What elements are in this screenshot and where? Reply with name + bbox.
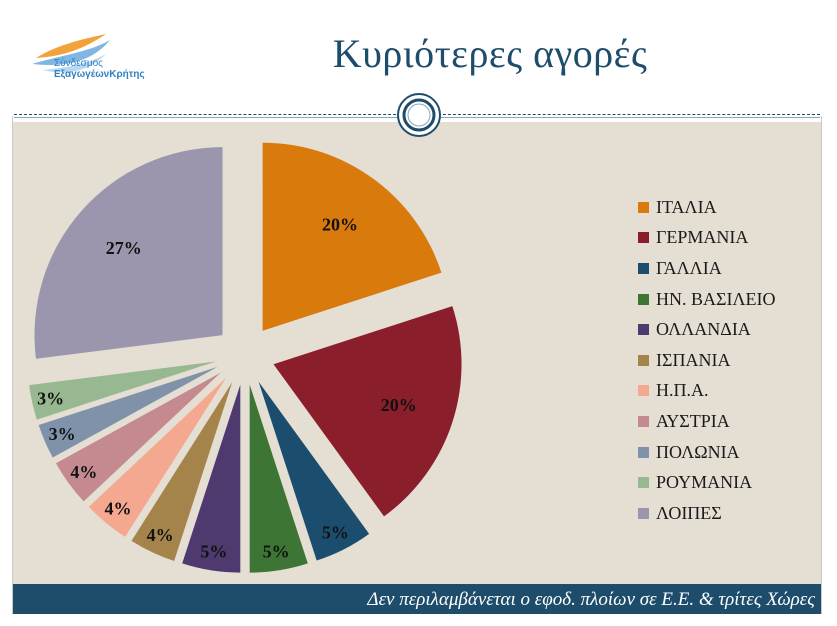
pie-slice-label: 5% (200, 542, 227, 562)
pie-slice-label: 4% (147, 525, 174, 545)
legend-item: ΙΣΠΑΝΙΑ (638, 345, 776, 376)
legend-label: ΙΣΠΑΝΙΑ (656, 349, 731, 370)
legend-item: ΡΟΥΜΑΝΙΑ (638, 467, 776, 498)
legend-item: ΠΟΛΩΝΙΑ (638, 437, 776, 468)
legend-swatch (638, 232, 649, 244)
logo-swoosh-icon (32, 34, 110, 73)
pie-slice-label: 20% (381, 395, 417, 415)
legend-item: ΛΟΙΠΕΣ (638, 498, 776, 529)
pie-slice-label: 20% (322, 214, 358, 234)
pie-slice-label: 3% (49, 424, 76, 444)
legend-label: ΛΟΙΠΕΣ (656, 502, 722, 523)
logo-text: Σύνδεσμος ΕξαγωγέωνΚρήτης (54, 58, 145, 80)
pie-slice (29, 361, 216, 420)
footer-note: Δεν περιλαμβάνεται ο εφοδ. πλοίων σε Ε.Ε… (367, 589, 815, 610)
pie-slice (273, 306, 462, 517)
legend-item: ΙΤΑΛΙΑ (638, 192, 776, 223)
legend-swatch (638, 293, 649, 305)
legend-swatch (638, 324, 649, 336)
chart-legend: ΙΤΑΛΙΑ ΓΕΡΜΑΝΙΑ ΓΑΛΛΙΑ ΗΝ. ΒΑΣΙΛΕΙΟ ΟΛΛΑΝΔΙΑ… (638, 192, 776, 529)
legend-swatch (638, 354, 649, 366)
pie-slice-label: 3% (37, 388, 64, 408)
legend-label: ΓΑΛΛΙΑ (656, 257, 722, 278)
pie-slice (38, 366, 218, 458)
pie-slice (182, 384, 241, 573)
legend-item: ΓΑΛΛΙΑ (638, 253, 776, 284)
legend-swatch (638, 385, 649, 397)
legend-swatch (638, 446, 649, 458)
page-title: Κυριότερες αγορές (332, 31, 648, 76)
legend-swatch (638, 262, 649, 274)
pie-slice-label: 5% (263, 542, 290, 562)
legend-item: ΓΕΡΜΑΝΙΑ (638, 223, 776, 254)
legend-label: ΡΟΥΜΑΝΙΑ (656, 472, 753, 493)
legend-item: Η.Π.Α. (638, 376, 776, 407)
circle-ornament-icon (397, 93, 441, 137)
pie-slice (88, 378, 226, 537)
legend-label: ΠΟΛΩΝΙΑ (656, 441, 740, 462)
legend-swatch (638, 477, 649, 489)
logo-line-1: Σύνδεσμος (54, 58, 103, 69)
legend-swatch (638, 415, 649, 427)
legend-label: ΓΕΡΜΑΝΙΑ (656, 227, 749, 248)
pie-slice-label: 4% (105, 498, 132, 518)
pie-slice (55, 372, 221, 502)
legend-label: Η.Π.Α. (656, 380, 709, 401)
legend-label: ΙΤΑΛΙΑ (656, 196, 717, 217)
legend-label: ΟΛΛΑΝΔΙΑ (656, 319, 751, 340)
pie-slice-label: 5% (322, 522, 349, 542)
legend-swatch (638, 507, 649, 519)
pie-slice (249, 384, 308, 573)
pie-slice (131, 382, 233, 561)
pie-slice-label: 27% (106, 238, 142, 258)
footer-bar: Δεν περιλαμβάνεται ο εφοδ. πλοίων σε Ε.Ε… (13, 584, 821, 614)
legend-item: ΟΛΛΑΝΔΙΑ (638, 314, 776, 345)
legend-item: ΗΝ. ΒΑΣΙΛΕΙΟ (638, 284, 776, 315)
legend-swatch (638, 201, 649, 213)
logo-line-2: ΕξαγωγέωνΚρήτης (54, 69, 145, 80)
pie-slice (258, 381, 370, 561)
pie-slice-label: 4% (70, 462, 97, 482)
legend-label: ΗΝ. ΒΑΣΙΛΕΙΟ (656, 288, 776, 309)
pie-slice (34, 147, 223, 359)
legend-label: ΑΥΣΤΡΙΑ (656, 410, 730, 431)
pie-slice (262, 142, 442, 331)
legend-item: ΑΥΣΤΡΙΑ (638, 406, 776, 437)
